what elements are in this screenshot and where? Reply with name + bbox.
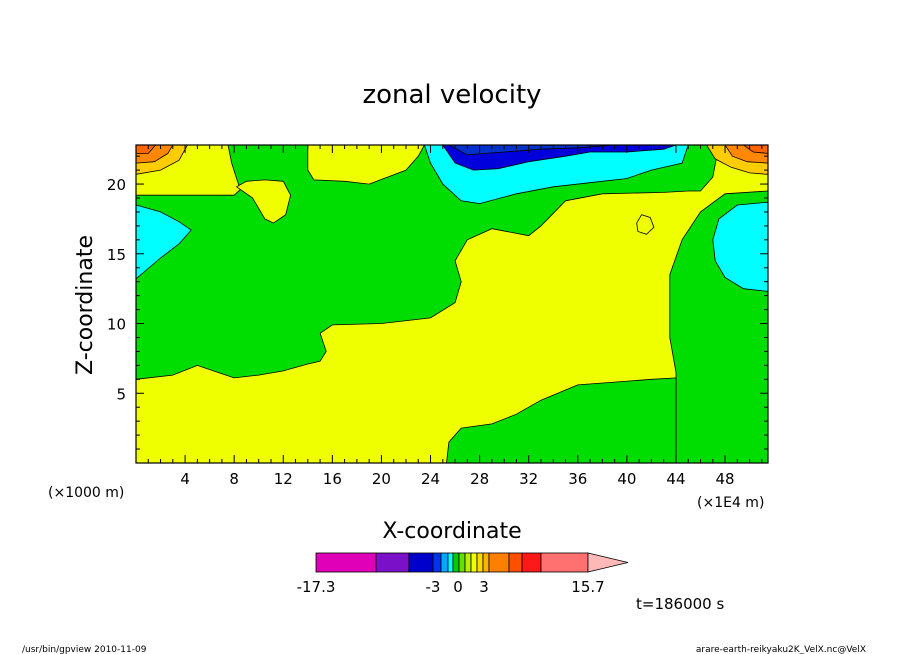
y-tick-label: 10 <box>107 316 126 334</box>
chart-title: zonal velocity <box>362 80 541 110</box>
colorbar <box>315 552 629 573</box>
y-tick-label: 5 <box>116 385 126 403</box>
colorbar-segment <box>452 552 460 573</box>
colorbar-segment <box>464 552 472 573</box>
contour-region-yellow-dot <box>636 214 655 235</box>
time-label: t=186000 s <box>636 595 724 613</box>
x-tick-label: 20 <box>372 470 391 488</box>
x-tick-label: 28 <box>470 470 489 488</box>
colorbar-extend-arrow <box>587 552 629 573</box>
contour-region-yellow-patch-2 <box>307 145 425 185</box>
colorbar-segment <box>488 552 510 573</box>
colorbar-segment <box>375 552 410 573</box>
contour-region-yellow-patch-1 <box>235 179 292 224</box>
x-tick-label: 36 <box>568 470 587 488</box>
colorbar-segment <box>408 552 434 573</box>
x-tick-label: 16 <box>323 470 342 488</box>
contour-region-navy-top <box>448 145 615 156</box>
colorbar-label: -3 <box>426 578 441 596</box>
y-tick-label: 15 <box>107 246 126 264</box>
colorbar-label: 0 <box>453 578 463 596</box>
colorbar-label: 3 <box>479 578 489 596</box>
y-axis-label: Z-coordinate <box>73 235 98 375</box>
colorbar-segment <box>447 552 454 573</box>
contour-plot <box>135 144 769 464</box>
x-tick-label: 40 <box>617 470 636 488</box>
contour-region-orange-tl-inner <box>136 145 157 154</box>
colorbar-labels: -17.3 -3 0 3 15.7 <box>297 578 605 596</box>
x-unit-left: (×1000 m) <box>48 485 124 501</box>
x-tick-label: 12 <box>274 470 293 488</box>
colorbar-label: -17.3 <box>297 578 336 596</box>
x-tick-label: 32 <box>519 470 538 488</box>
colorbar-segment <box>482 552 490 573</box>
x-tick-label: 8 <box>229 470 239 488</box>
contour-region-cyan-right <box>712 201 768 292</box>
x-tick-label: 48 <box>716 470 735 488</box>
colorbar-segment <box>458 552 466 573</box>
y-axis-ticks: 5 10 15 20 <box>107 155 768 450</box>
x-tick-label: 4 <box>180 470 190 488</box>
colorbar-label: 15.7 <box>571 578 604 596</box>
y-tick-label: 20 <box>107 176 126 194</box>
x-tick-label: 24 <box>421 470 440 488</box>
colorbar-segment <box>540 552 589 573</box>
footer-left: /usr/bin/gpview 2010-11-09 <box>22 645 147 654</box>
colorbar-segment <box>470 552 478 573</box>
colorbar-segment <box>508 552 523 573</box>
contour-region-green-bottom <box>446 377 677 463</box>
colorbar-segment <box>440 552 449 573</box>
contour-region-cyan-left <box>136 204 192 280</box>
colorbar-segment <box>521 552 542 573</box>
x-tick-label: 44 <box>666 470 685 488</box>
colorbar-segment <box>432 552 442 573</box>
colorbar-segment <box>476 552 484 573</box>
footer-right: arare-earth-reikyaku2K_VelX.nc@VelX <box>696 645 866 654</box>
colorbar-segment <box>315 552 377 573</box>
x-axis-ticks: 4 8 12 16 20 24 28 32 36 40 44 48 <box>147 145 763 488</box>
plot-frame <box>135 144 769 464</box>
x-unit-right: (×1E4 m) <box>697 495 764 511</box>
x-axis-label: X-coordinate <box>382 519 521 544</box>
